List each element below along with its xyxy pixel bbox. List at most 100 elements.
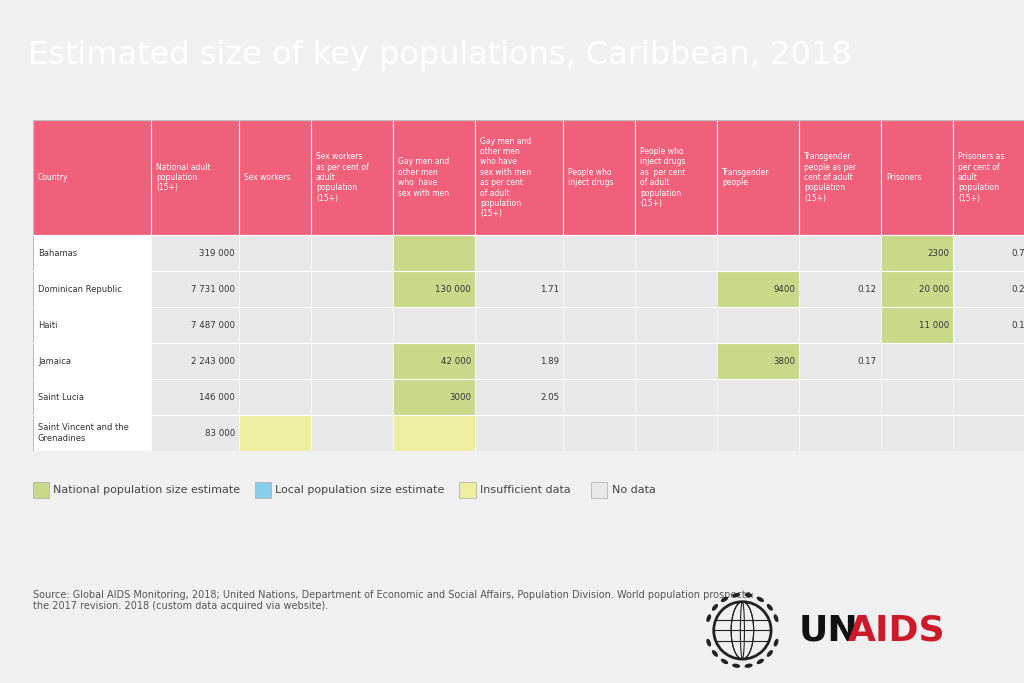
Bar bbox=[717, 120, 799, 235]
Bar bbox=[953, 379, 1024, 415]
Bar bbox=[953, 343, 1024, 379]
Text: 1.89: 1.89 bbox=[540, 357, 559, 365]
Bar bbox=[475, 415, 563, 451]
Ellipse shape bbox=[757, 658, 764, 664]
Bar bbox=[255, 482, 271, 498]
Bar bbox=[239, 235, 311, 271]
Bar bbox=[953, 307, 1024, 343]
Bar bbox=[953, 235, 1024, 271]
Bar bbox=[33, 379, 151, 415]
Text: 7 731 000: 7 731 000 bbox=[191, 285, 234, 294]
Bar bbox=[33, 120, 151, 235]
Ellipse shape bbox=[707, 614, 711, 622]
Bar bbox=[799, 343, 881, 379]
Text: Transgender
people: Transgender people bbox=[722, 168, 769, 187]
Bar bbox=[151, 415, 239, 451]
Text: Gay men and
other men
who  have
sex with men: Gay men and other men who have sex with … bbox=[398, 157, 450, 197]
Bar bbox=[717, 379, 799, 415]
Text: 0.14: 0.14 bbox=[1012, 320, 1024, 329]
Text: Bahamas: Bahamas bbox=[38, 249, 77, 257]
Bar bbox=[151, 343, 239, 379]
Text: 3800: 3800 bbox=[773, 357, 795, 365]
Text: 2.05: 2.05 bbox=[540, 393, 559, 402]
Bar bbox=[563, 343, 635, 379]
Bar bbox=[393, 415, 475, 451]
Bar bbox=[563, 271, 635, 307]
Bar bbox=[881, 271, 953, 307]
Bar bbox=[717, 343, 799, 379]
Bar bbox=[393, 235, 475, 271]
Bar bbox=[635, 271, 717, 307]
Bar bbox=[953, 415, 1024, 451]
Text: 0.26: 0.26 bbox=[1012, 285, 1024, 294]
Bar bbox=[591, 482, 607, 498]
Text: 2300: 2300 bbox=[927, 249, 949, 257]
Bar bbox=[475, 379, 563, 415]
Bar bbox=[460, 482, 476, 498]
Ellipse shape bbox=[774, 639, 778, 647]
Bar bbox=[151, 235, 239, 271]
Bar bbox=[563, 379, 635, 415]
Ellipse shape bbox=[744, 593, 753, 597]
Bar bbox=[799, 271, 881, 307]
Bar bbox=[311, 379, 393, 415]
Text: Saint Vincent and the
Grenadines: Saint Vincent and the Grenadines bbox=[38, 423, 129, 443]
Bar bbox=[717, 307, 799, 343]
Bar bbox=[717, 415, 799, 451]
Bar bbox=[881, 343, 953, 379]
Bar bbox=[33, 307, 151, 343]
Bar bbox=[393, 120, 475, 235]
Bar bbox=[635, 307, 717, 343]
Text: Prisoners: Prisoners bbox=[886, 173, 922, 182]
Text: 20 000: 20 000 bbox=[919, 285, 949, 294]
Text: Dominican Republic: Dominican Republic bbox=[38, 285, 122, 294]
Text: Source: Global AIDS Monitoring, 2018; United Nations, Department of Economic and: Source: Global AIDS Monitoring, 2018; Un… bbox=[33, 589, 754, 611]
Bar bbox=[475, 307, 563, 343]
Text: 0.17: 0.17 bbox=[858, 357, 877, 365]
Text: People who
inject drugs
as  per cent
of adult
population
(15+): People who inject drugs as per cent of a… bbox=[640, 147, 685, 208]
Text: 42 000: 42 000 bbox=[440, 357, 471, 365]
Ellipse shape bbox=[757, 597, 764, 602]
Bar bbox=[475, 235, 563, 271]
Bar bbox=[311, 120, 393, 235]
Bar bbox=[33, 271, 151, 307]
Text: Saint Lucia: Saint Lucia bbox=[38, 393, 84, 402]
Bar bbox=[311, 271, 393, 307]
Text: 7 487 000: 7 487 000 bbox=[191, 320, 234, 329]
Bar bbox=[717, 235, 799, 271]
Bar bbox=[151, 120, 239, 235]
Ellipse shape bbox=[744, 664, 753, 668]
Bar bbox=[635, 343, 717, 379]
Text: No data: No data bbox=[611, 485, 655, 495]
Text: Estimated size of key populations, Caribbean, 2018: Estimated size of key populations, Carib… bbox=[28, 40, 852, 70]
Bar bbox=[635, 120, 717, 235]
Bar bbox=[393, 307, 475, 343]
Bar bbox=[635, 235, 717, 271]
Text: Sex workers: Sex workers bbox=[244, 173, 291, 182]
Bar bbox=[311, 343, 393, 379]
Bar bbox=[239, 343, 311, 379]
Bar bbox=[311, 307, 393, 343]
Ellipse shape bbox=[732, 593, 740, 597]
Text: AIDS: AIDS bbox=[848, 613, 945, 647]
Ellipse shape bbox=[721, 658, 728, 664]
Text: Haiti: Haiti bbox=[38, 320, 57, 329]
Text: 2 243 000: 2 243 000 bbox=[191, 357, 234, 365]
Bar bbox=[881, 379, 953, 415]
Bar bbox=[635, 379, 717, 415]
Bar bbox=[239, 415, 311, 451]
Bar bbox=[881, 415, 953, 451]
Bar bbox=[33, 415, 151, 451]
Bar bbox=[563, 415, 635, 451]
Text: Transgender
people as per
cent of adult
population
(15+): Transgender people as per cent of adult … bbox=[804, 152, 856, 203]
Ellipse shape bbox=[712, 604, 718, 611]
Bar bbox=[799, 235, 881, 271]
Ellipse shape bbox=[767, 650, 773, 657]
Bar bbox=[953, 120, 1024, 235]
Ellipse shape bbox=[712, 650, 718, 657]
Bar bbox=[475, 343, 563, 379]
Text: National population size estimate: National population size estimate bbox=[53, 485, 241, 495]
Bar bbox=[239, 120, 311, 235]
Bar bbox=[717, 271, 799, 307]
Bar bbox=[393, 343, 475, 379]
